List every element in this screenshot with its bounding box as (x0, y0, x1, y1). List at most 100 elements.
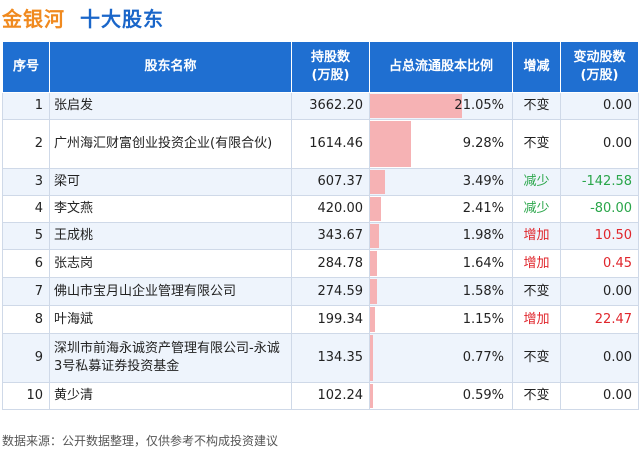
col-header-ratio: 占总流通股本比例 (369, 41, 513, 93)
change-status: 不变 (512, 333, 561, 383)
row-index: 7 (2, 277, 50, 306)
float-ratio: 0.77% (462, 350, 504, 365)
shareholder-name: 王成桃 (49, 222, 292, 250)
table-row: 6 张志岗 284.78 1.64% 增加 0.45 (2, 249, 639, 278)
shares-held: 420.00 (291, 195, 370, 223)
shares-held: 199.34 (291, 305, 370, 334)
row-index: 3 (2, 168, 50, 196)
table-header-row: 序号 股东名称 持股数 (万股) 占总流通股本比例 增减 变动股数 (万股) (2, 41, 639, 93)
row-index: 6 (2, 249, 50, 278)
ratio-bar (370, 279, 377, 304)
change-status: 增加 (512, 249, 561, 278)
change-status: 不变 (512, 277, 561, 306)
shares-held: 3662.20 (291, 92, 370, 120)
shares-held: 284.78 (291, 249, 370, 278)
table-row: 4 李文燕 420.00 2.41% 减少 -80.00 (2, 195, 639, 223)
shareholder-name: 黄少清 (49, 382, 292, 410)
shares-held: 1614.46 (291, 119, 370, 169)
change-shares: 0.00 (560, 277, 639, 306)
float-ratio: 1.15% (462, 311, 504, 327)
shares-held: 274.59 (291, 277, 370, 306)
col-header-index: 序号 (2, 41, 50, 93)
ratio-bar (370, 384, 373, 408)
data-source-note: 数据来源：公开数据整理，仅供参考不构成投资建议 (2, 434, 279, 448)
float-ratio-cell: 9.28% (369, 119, 513, 169)
float-ratio: 9.28% (462, 136, 504, 151)
change-shares: -80.00 (560, 195, 639, 223)
ratio-bar (370, 307, 376, 332)
float-ratio-cell: 1.98% (369, 222, 513, 250)
float-ratio-cell: 3.49% (369, 168, 513, 196)
page-title: 十大股东 (80, 7, 164, 31)
float-ratio: 2.41% (462, 201, 504, 216)
col-header-name: 股东名称 (49, 41, 292, 93)
row-index: 2 (2, 119, 50, 169)
ratio-bar (370, 335, 374, 381)
row-index: 10 (2, 382, 50, 410)
change-shares: -142.58 (560, 168, 639, 196)
ratio-bar (370, 197, 381, 221)
change-status: 减少 (512, 195, 561, 223)
ratio-bar (370, 94, 462, 118)
change-status: 不变 (512, 382, 561, 410)
ratio-bar (370, 251, 378, 276)
ratio-bar (370, 170, 386, 194)
change-status: 增加 (512, 305, 561, 334)
float-ratio-cell: 1.58% (369, 277, 513, 306)
row-index: 8 (2, 305, 50, 334)
float-ratio-cell: 21.05% (369, 92, 513, 120)
table-row: 10 黄少清 102.24 0.59% 不变 0.00 (2, 382, 639, 410)
float-ratio: 1.98% (462, 228, 504, 243)
change-shares: 0.00 (560, 382, 639, 410)
table-row: 1 张启发 3662.20 21.05% 不变 0.00 (2, 92, 639, 120)
float-ratio: 1.58% (462, 283, 504, 299)
float-ratio-cell: 1.15% (369, 305, 513, 334)
table-row: 8 叶海斌 199.34 1.15% 增加 22.47 (2, 305, 639, 334)
shareholder-name: 深圳市前海永诚资产管理有限公司-永诚3号私募证券投资基金 (49, 333, 292, 383)
shareholder-name: 张启发 (49, 92, 292, 120)
shareholder-name: 叶海斌 (49, 305, 292, 334)
change-shares: 22.47 (560, 305, 639, 334)
shareholder-name: 梁可 (49, 168, 292, 196)
change-shares: 0.00 (560, 92, 639, 120)
col-header-shares: 持股数 (万股) (291, 41, 370, 93)
row-index: 5 (2, 222, 50, 250)
col-header-delta: 变动股数 (万股) (560, 41, 639, 93)
page-header: 金银河 十大股东 (0, 0, 640, 40)
float-ratio-cell: 0.77% (369, 333, 513, 383)
float-ratio: 0.59% (462, 388, 504, 403)
shares-held: 134.35 (291, 333, 370, 383)
table-row: 2 广州海汇财富创业投资企业(有限合伙) 1614.46 9.28% 不变 0.00 (2, 119, 639, 169)
shares-held: 102.24 (291, 382, 370, 410)
table-row: 5 王成桃 343.67 1.98% 增加 10.50 (2, 222, 639, 250)
table-row: 3 梁可 607.37 3.49% 减少 -142.58 (2, 168, 639, 196)
shares-held: 607.37 (291, 168, 370, 196)
shareholder-name: 李文燕 (49, 195, 292, 223)
table-row: 9 深圳市前海永诚资产管理有限公司-永诚3号私募证券投资基金 134.35 0.77%… (2, 333, 639, 383)
shareholder-name: 佛山市宝月山企业管理有限公司 (49, 277, 292, 306)
float-ratio-cell: 2.41% (369, 195, 513, 223)
company-name: 金银河 (2, 7, 65, 31)
change-status: 不变 (512, 92, 561, 120)
table-row: 7 佛山市宝月山企业管理有限公司 274.59 1.58% 不变 0.00 (2, 277, 639, 306)
row-index: 9 (2, 333, 50, 383)
ratio-bar (370, 121, 411, 167)
change-shares: 0.45 (560, 249, 639, 278)
float-ratio-cell: 1.64% (369, 249, 513, 278)
change-status: 减少 (512, 168, 561, 196)
top-shareholders-table: 序号 股东名称 持股数 (万股) 占总流通股本比例 增减 变动股数 (万股) 1… (2, 41, 639, 410)
ratio-bar (370, 224, 379, 248)
change-shares: 0.00 (560, 333, 639, 383)
float-ratio: 3.49% (462, 174, 504, 189)
float-ratio: 1.64% (462, 255, 504, 271)
col-header-change: 增减 (512, 41, 561, 93)
shareholder-name: 张志岗 (49, 249, 292, 278)
change-shares: 0.00 (560, 119, 639, 169)
row-index: 1 (2, 92, 50, 120)
change-status: 不变 (512, 119, 561, 169)
row-index: 4 (2, 195, 50, 223)
change-shares: 10.50 (560, 222, 639, 250)
shares-held: 343.67 (291, 222, 370, 250)
change-status: 增加 (512, 222, 561, 250)
float-ratio-cell: 0.59% (369, 382, 513, 410)
